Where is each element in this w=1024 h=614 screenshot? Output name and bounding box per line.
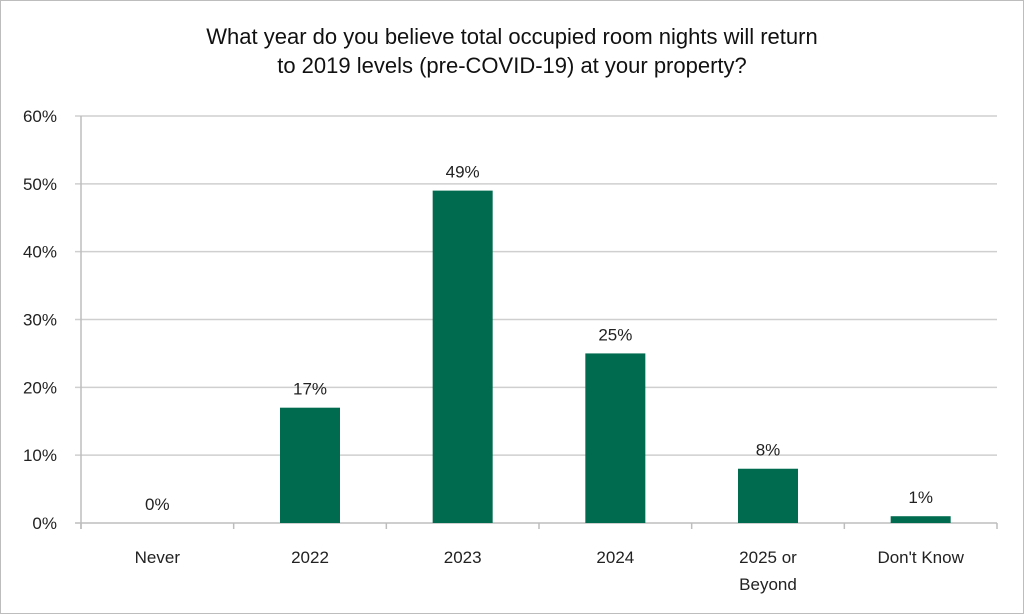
title-line-1: What year do you believe total occupied …	[206, 24, 818, 49]
chart-title: What year do you believe total occupied …	[0, 22, 1024, 80]
x-tick-label: 2025 or	[739, 548, 797, 567]
bar	[890, 516, 951, 523]
x-tick-label: 2023	[444, 548, 482, 567]
data-label: 49%	[446, 163, 480, 182]
x-tick-label: Beyond	[739, 575, 797, 594]
x-tick-label: Don't Know	[877, 548, 964, 567]
y-tick-label: 40%	[23, 243, 57, 262]
x-tick-label: Never	[135, 548, 181, 567]
x-tick-label: 2024	[596, 548, 634, 567]
bar	[738, 468, 798, 523]
y-tick-label: 50%	[23, 175, 57, 194]
y-tick-label: 0%	[32, 514, 57, 533]
y-tick-label: 30%	[23, 311, 57, 330]
y-tick-label: 60%	[23, 107, 57, 126]
title-line-2: to 2019 levels (pre-COVID-19) at your pr…	[277, 53, 747, 78]
data-label: 1%	[908, 488, 933, 507]
y-tick-label: 20%	[23, 378, 57, 397]
data-label: 0%	[145, 495, 170, 514]
data-label: 25%	[598, 325, 632, 344]
bar	[280, 407, 340, 523]
y-tick-label: 10%	[23, 446, 57, 465]
data-label: 17%	[293, 380, 327, 399]
x-tick-label: 2022	[291, 548, 329, 567]
data-label: 8%	[756, 441, 781, 460]
bar	[585, 353, 646, 523]
bar	[432, 190, 493, 523]
